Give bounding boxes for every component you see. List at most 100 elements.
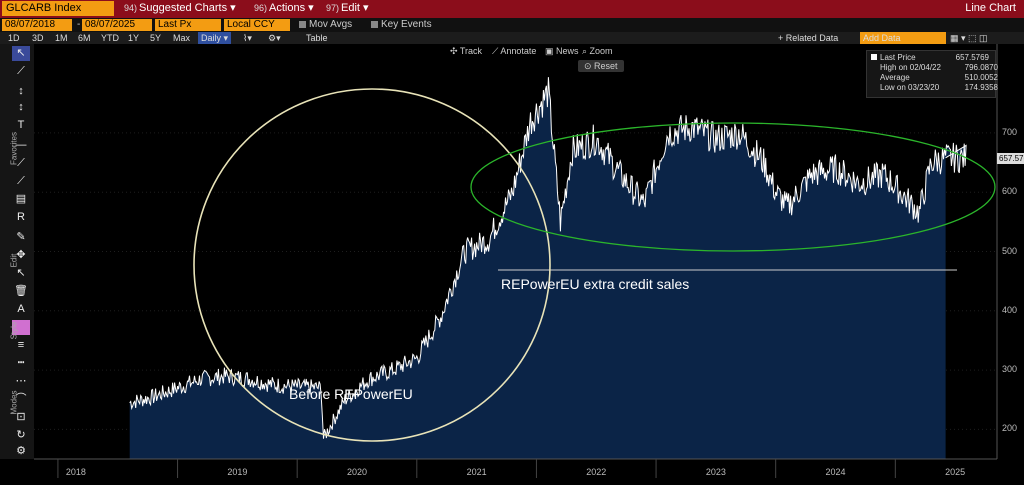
legend-last-value: 657.5769 [955,53,989,62]
refresh-icon[interactable]: ↻ [16,429,26,441]
field-select[interactable]: Last Px [155,19,221,31]
add-data-input[interactable]: Add Data [860,32,946,44]
plateau-ellipse [470,122,996,252]
square-icon [871,54,877,60]
legend-low: Low on 03/23/20 174.9358 [871,83,1000,93]
legend-high-label: High on 02/04/22 [880,63,941,72]
dollar-tool-icon[interactable]: ↕ [18,101,24,113]
x-tick-label: 2024 [825,467,846,477]
snap-icon[interactable]: ⊡ [16,411,26,423]
legend-average-value: 510.0052 [964,73,998,82]
trend-line-icon[interactable]: ⟋ [17,157,25,169]
checkbox-label: Mov Avgs [309,19,353,30]
zoom-button[interactable]: ⌕ Zoom [582,46,613,56]
edit-label: Edit [9,253,19,268]
price-line [129,77,967,439]
legend-high: High on 02/04/22 796.0870 [871,63,1000,73]
period-3d[interactable]: 3D [32,33,44,43]
chart-type-label: Line Chart [965,2,1016,14]
line-style-icon[interactable]: ┅ [17,357,25,369]
chart-controls-bar: 08/07/2018 - 08/07/2025 Last Px Local CC… [0,18,1024,32]
select-icon[interactable]: ↖ [16,267,26,279]
font-icon[interactable]: A [17,303,25,315]
suggested-charts-menu[interactable]: 94) Suggested Charts ▾ [124,2,236,14]
color-swatch-icon[interactable] [12,320,30,335]
y-tick-label: 200 [1002,423,1018,434]
top-menu-bar: GLCARB Index 94) Suggested Charts ▾ 96) Ac… [0,0,1024,18]
modes-label: Modes [9,390,19,415]
ray-line-icon[interactable]: ⟋ [17,175,25,187]
menu-label: Actions [269,2,306,14]
period-5y[interactable]: 5Y [150,33,162,43]
legend-high-value: 796.0870 [964,63,998,72]
y-tick-label: 700 [1002,126,1018,137]
menu-number: 97) [326,3,340,13]
settings-icon[interactable]: ⚙▾ [268,33,281,43]
price-area [129,77,967,459]
retracement-icon[interactable]: R [17,211,25,223]
period-ytd[interactable]: YTD [101,33,119,43]
drawing-toolbar: ↖ ⟋ ↕ ↕ T — ⟋ ⟋ ▤ R ✎ ✥ ↖ 🗑 A ≡ ┅ ⋯ ⌒ ⊡ … [0,44,34,459]
cursor-icon[interactable]: ↖ [12,46,30,61]
horizontal-line-icon[interactable]: — [15,139,27,151]
before-repowereu-annotation: Before REPowerEU [289,386,413,402]
mov-avgs-checkbox[interactable]: Mov Avgs [296,19,355,31]
y-tick-label: 400 [1002,304,1018,315]
chart-style-icon[interactable]: ⌇▾ [243,33,252,43]
edit-menu[interactable]: 97) Edit ▾ [326,2,369,14]
percent-tool-icon[interactable]: ↕ [18,85,24,97]
currency-select[interactable]: Local CCY [224,19,290,31]
checkbox-label: Key Events [381,19,432,30]
news-label: News [556,46,579,56]
pencil-icon[interactable]: ✎ [16,231,26,243]
gear-icon[interactable]: ⚙ [16,445,26,457]
menu-label: Edit [341,2,360,14]
favorites-label: Favorites [9,132,19,165]
news-button[interactable]: ▣ News [545,46,579,56]
channel-icon[interactable]: ▤ [15,193,27,205]
period-bar: 1D 3D 1M 6M YTD 1Y 5Y Max Daily ▾ ⌇▾ ⚙▾ … [0,32,1024,44]
x-tick-label: 2021 [466,467,487,477]
ticker-field[interactable]: GLCARB Index [2,1,114,16]
start-date-input[interactable]: 08/07/2018 [2,19,72,31]
actions-menu[interactable]: 96) Actions ▾ [254,2,314,14]
last-price-badge: 657.5769 [997,153,1024,164]
track-button[interactable]: ✣ Track [450,46,483,56]
x-tick-label: 2023 [705,467,726,477]
menu-number: 96) [254,3,268,13]
chart-options-icon[interactable]: ▦ ▾ ⬚ ◫ [950,33,988,43]
period-max[interactable]: Max [173,33,191,43]
zoom-label: Zoom [589,46,613,56]
reset-label: Reset [594,61,618,71]
legend-average-label: Average [880,73,910,82]
legend-low-value: 174.9358 [964,83,998,92]
text-tool-icon[interactable]: T [17,119,25,131]
checkbox-icon [299,20,306,28]
line-tool-icon[interactable]: ⟋ [17,65,25,77]
frequency-label: Daily [201,33,222,43]
period-1d[interactable]: 1D [8,33,20,43]
legend-average: Average 510.0052 [871,73,1000,83]
move-icon[interactable]: ✥ [16,249,26,261]
period-1y[interactable]: 1Y [128,33,140,43]
dash-style-icon[interactable]: ⋯ [15,375,27,387]
legend-last-label: Last Price [880,53,916,62]
extra-credit-sales-annotation: REPowerEU extra credit sales [501,276,690,292]
related-data-button[interactable]: + Related Data [778,33,839,43]
table-button[interactable]: Table [306,33,328,43]
magnet-icon[interactable]: ⌒ [15,393,27,405]
period-6m[interactable]: 6M [78,33,91,43]
legend-box: Last Price 657.5769 High on 02/04/22 796.0… [866,50,998,98]
trash-icon[interactable]: 🗑 [14,285,28,297]
period-1m[interactable]: 1M [55,33,68,43]
line-weight-icon[interactable]: ≡ [17,339,25,351]
end-date-input[interactable]: 08/07/2025 [82,19,152,31]
frequency-select[interactable]: Daily ▾ [198,32,232,44]
menu-label: Suggested Charts [139,2,228,14]
x-tick-label: 2025 [945,467,966,477]
y-tick-label: 300 [1002,364,1018,375]
annotate-button[interactable]: ⟋ Annotate [492,46,537,56]
x-tick-label: 2022 [586,467,607,477]
key-events-checkbox[interactable]: Key Events [368,19,435,31]
reset-button[interactable]: ⊙ Reset [578,60,624,72]
